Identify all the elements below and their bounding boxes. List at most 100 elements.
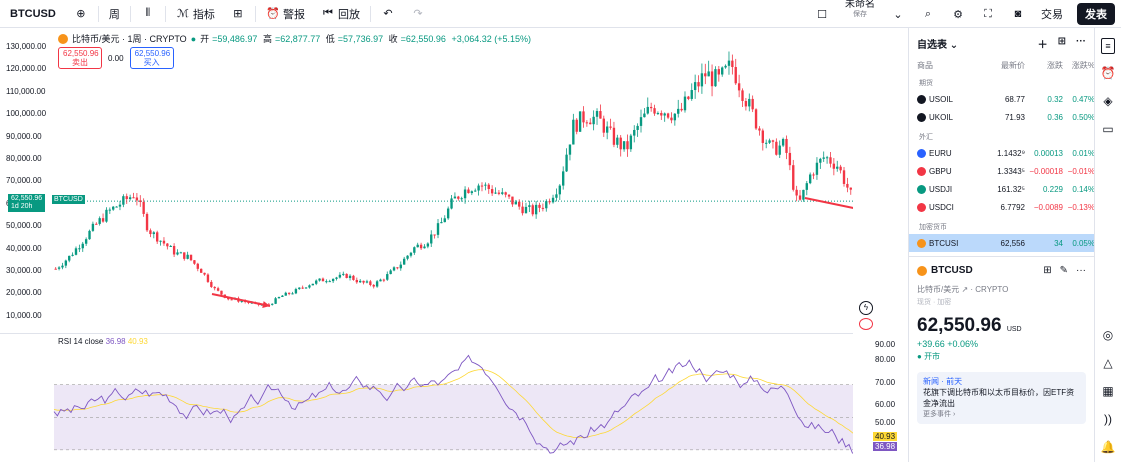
chat-icon[interactable]: ▭ [1102, 122, 1114, 136]
watchlist-row[interactable]: USDJI 161.32⁵ 0.229 0.14% [909, 180, 1095, 198]
ohlc-values: 开 =59,486.97 高 =62,877.77 低 =57,736.97 收 =62… [200, 34, 531, 44]
symbol-detail: BTCUSD ⊞ ✎ ··· 比特币/美元 ↗ · CRYPTO 现货 · 加密… [909, 256, 1094, 432]
flag-icon[interactable] [859, 318, 873, 330]
undo-icon[interactable]: ↶ [383, 8, 393, 20]
candle-body [230, 299, 233, 301]
add-icon[interactable]: ＋ [1037, 39, 1048, 51]
detail-symbol[interactable]: BTCUSD [931, 265, 973, 276]
watchlist-row[interactable]: UKOIL 71.93 0.36 0.50% [909, 108, 1095, 126]
sell-button[interactable]: 62,550.96 卖出 [58, 47, 102, 69]
candle-body [765, 142, 768, 144]
candle-body [315, 280, 318, 284]
alarm-clock-icon[interactable]: ⏰ [1100, 66, 1116, 80]
redo-icon[interactable]: ↷ [413, 8, 423, 20]
watchlist-row[interactable]: BTCUSI 62,556 34 0.05% [909, 234, 1095, 252]
candle-body [680, 108, 683, 111]
candle-body [622, 141, 626, 150]
watchlist-section[interactable]: 期货 [919, 80, 933, 87]
lightning-icon[interactable]: ϟ [859, 301, 873, 315]
candle-body [721, 67, 724, 75]
calendar-icon[interactable]: ▦ [1102, 384, 1114, 398]
grid-icon[interactable]: ⊞ [1043, 265, 1052, 276]
target-icon[interactable]: ◎ [1102, 328, 1114, 342]
watchlist-section[interactable]: 外汇 [919, 134, 933, 141]
bell-icon[interactable]: 🔔 [1100, 440, 1116, 454]
interval-button[interactable]: 周 [108, 8, 120, 21]
candle-body [771, 140, 775, 142]
candle-body [210, 281, 213, 287]
price-chart[interactable] [0, 28, 873, 334]
broadcast-icon[interactable]: )) [1104, 412, 1112, 426]
candle-body [480, 185, 484, 187]
layout-name-button[interactable]: 未命名 保存 [845, 0, 875, 18]
camera-icon[interactable]: ◙ [1014, 8, 1022, 20]
replay-button[interactable]: ⏮ 回放 [313, 0, 368, 28]
candle-body [156, 232, 159, 242]
layers-icon[interactable]: ◈ [1103, 94, 1113, 108]
fullscreen-icon[interactable]: ⛶ [984, 7, 992, 20]
indicators-button[interactable]: ℳ 指标 [176, 8, 215, 21]
watchlist-section[interactable]: 加密货币 [919, 224, 947, 231]
candle-body [494, 192, 497, 194]
candle-body [365, 281, 369, 283]
candle-body [355, 279, 358, 283]
candle-body [128, 197, 132, 200]
candle-body [271, 303, 274, 305]
ideas-icon[interactable]: △ [1103, 356, 1113, 370]
watchlist-row[interactable]: USOIL 68.77 0.32 0.47% [909, 90, 1095, 108]
layout-icon[interactable]: ⊞ [233, 8, 243, 20]
candle-body [132, 197, 135, 199]
candle-body [348, 275, 352, 278]
visibility-icon[interactable]: ● [190, 33, 197, 44]
buy-button[interactable]: 62,550.96 买入 [129, 47, 174, 69]
price-axis-label: 130,000.00 [6, 42, 47, 51]
settings-icon[interactable]: ⚙ [953, 8, 963, 21]
price-axis-label: 110,000.00 [6, 86, 46, 96]
watchlist-row[interactable]: EURU 1.1432⁹ 0.00013 0.01% [909, 144, 1095, 162]
price-axis[interactable]: 130,000.00 120,000.00 110,000.00 100,000.00… [0, 28, 54, 334]
watchlist-title[interactable]: 自选表 ⌄ [917, 39, 959, 51]
candle-body [115, 206, 118, 208]
symbol-search[interactable]: BTCUSD [10, 7, 56, 20]
symbol-logo-icon [917, 184, 926, 194]
candle-body [792, 165, 795, 190]
watchlist-row[interactable]: USDCI 6.7792 −0.0089 −0.13% [909, 198, 1095, 216]
alarm-icon: ⏰ [266, 8, 280, 20]
candle-body [812, 174, 815, 176]
rsi-pane[interactable] [0, 334, 873, 462]
news-card[interactable]: 新闻 · 前天 花旗下调比特币和以太币目标价，因ETF资金净流出 更多事件 › [917, 372, 1086, 424]
candle-body [240, 300, 243, 302]
candle-body [413, 247, 416, 253]
table-icon[interactable]: ⊞ [1057, 35, 1066, 47]
candle-body [325, 281, 328, 283]
add-symbol-icon[interactable]: ⊕ [76, 8, 86, 20]
watchlist-icon[interactable]: ≡ [1101, 38, 1115, 54]
candle-body [565, 154, 568, 172]
candle-body [281, 295, 284, 297]
alert-button[interactable]: ⏰ 警报 [266, 8, 305, 21]
publish-button[interactable]: 发表 [1077, 3, 1115, 25]
watchlist-row[interactable]: GBPU 1.3343⁵ −0.00018 −0.01% [909, 162, 1095, 180]
edit-icon[interactable]: ✎ [1059, 265, 1068, 276]
chevron-down-icon[interactable]: ⌄ [893, 8, 903, 21]
chart-type-icon[interactable]: ⫴ [145, 7, 151, 19]
candle-body [619, 137, 622, 150]
bitcoin-icon [58, 33, 68, 44]
quick-search-icon[interactable]: ⌕ [924, 7, 932, 20]
candle-body [199, 268, 203, 273]
more-icon[interactable]: ··· [1076, 265, 1086, 276]
candle-body [531, 205, 534, 215]
right-price-scale[interactable]: ϟ 90.00 80.00 70.00 60.00 50.00 40.93 36… [853, 28, 909, 462]
candle-body [118, 204, 122, 207]
candle-body [68, 255, 71, 261]
candle-body [656, 112, 660, 114]
candle-body [477, 185, 480, 191]
last-price-tag: 62,550.96 1d 20h [8, 194, 46, 212]
trade-button[interactable]: 交易 [1041, 9, 1063, 21]
layout-toggle-icon[interactable]: ☐ [817, 8, 827, 21]
candle-body [369, 281, 372, 285]
watchlist-body: 期货 USOIL 68.77 0.32 0.47% UKOIL 71.93 0.36 0.50%… [909, 72, 1095, 252]
rsi-axis-50: 50.00 [875, 418, 896, 427]
candle-body [717, 69, 721, 75]
more-icon[interactable]: ··· [1076, 35, 1086, 47]
